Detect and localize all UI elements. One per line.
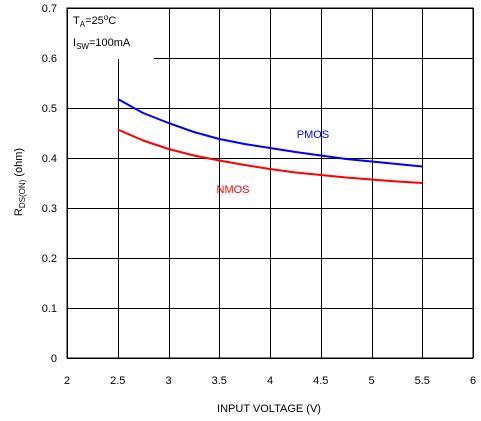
annotation-text: TA=25oC: [73, 13, 116, 29]
x-tick-label: 4.5: [313, 375, 328, 387]
x-tick-label: 3.5: [212, 375, 227, 387]
x-tick-label: 5: [368, 375, 374, 387]
y-axis-title: RDS(ON) (ohm): [13, 148, 27, 216]
series-label-nmos: NMOS: [217, 184, 250, 196]
x-tick-label: 2.5: [110, 375, 125, 387]
x-axis-title: INPUT VOLTAGE (V): [217, 403, 321, 415]
y-axis-title-tail: (ohm): [13, 148, 25, 180]
series-label-pmos: PMOS: [297, 129, 329, 141]
x-tick-label: 4: [267, 375, 273, 387]
x-tick-label: 3: [165, 375, 171, 387]
y-tick-label: 0.4: [42, 153, 57, 165]
x-tick-label: 6: [470, 375, 476, 387]
y-tick-label: 0.3: [42, 203, 57, 215]
x-tick-label: 2: [64, 375, 70, 387]
y-tick-label: 0.6: [42, 53, 57, 65]
y-axis-title-main: R: [13, 208, 25, 216]
y-axis-title-sub: DS(ON): [18, 179, 27, 208]
y-tick-label: 0.1: [42, 303, 57, 315]
y-tick-label: 0.7: [42, 3, 57, 15]
y-tick-label: 0.5: [42, 103, 57, 115]
y-tick-label: 0: [51, 353, 57, 365]
y-tick-label: 0.2: [42, 253, 57, 265]
x-tick-label: 5.5: [415, 375, 430, 387]
